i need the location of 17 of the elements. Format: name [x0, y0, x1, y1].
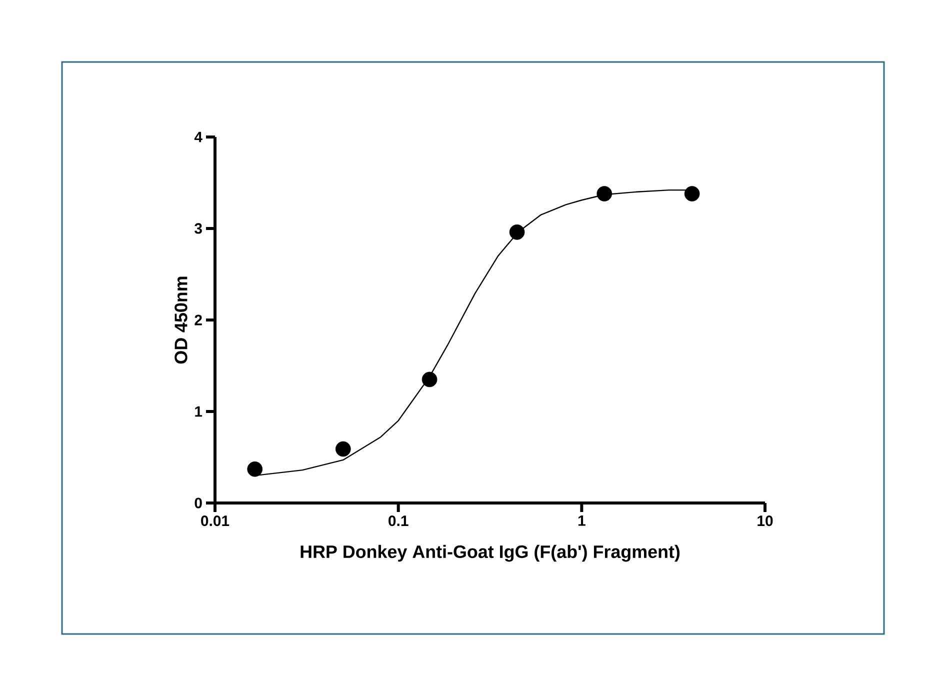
y-tick-label: 2 [194, 314, 202, 326]
point [596, 186, 612, 202]
y-tick-label: 1 [195, 406, 202, 417]
x-tick-label: 0.1 [388, 516, 408, 526]
x-tick-label: 0.01 [201, 516, 230, 526]
point [335, 441, 351, 457]
y-tick-label: 4 [194, 132, 202, 142]
y-tick-label: 3 [194, 223, 202, 234]
point [247, 461, 263, 477]
x-tick-label: 1 [578, 516, 586, 526]
y-axis-title: OD 450nm [174, 276, 188, 364]
point [509, 224, 525, 240]
point [422, 372, 438, 388]
x-axis-title: HRP Donkey Anti-Goat IgG (F(ab') Fragment) [300, 544, 680, 562]
y-tick-label: 0 [194, 498, 202, 508]
x-tick-label: 10 [758, 516, 773, 526]
point [684, 186, 700, 202]
